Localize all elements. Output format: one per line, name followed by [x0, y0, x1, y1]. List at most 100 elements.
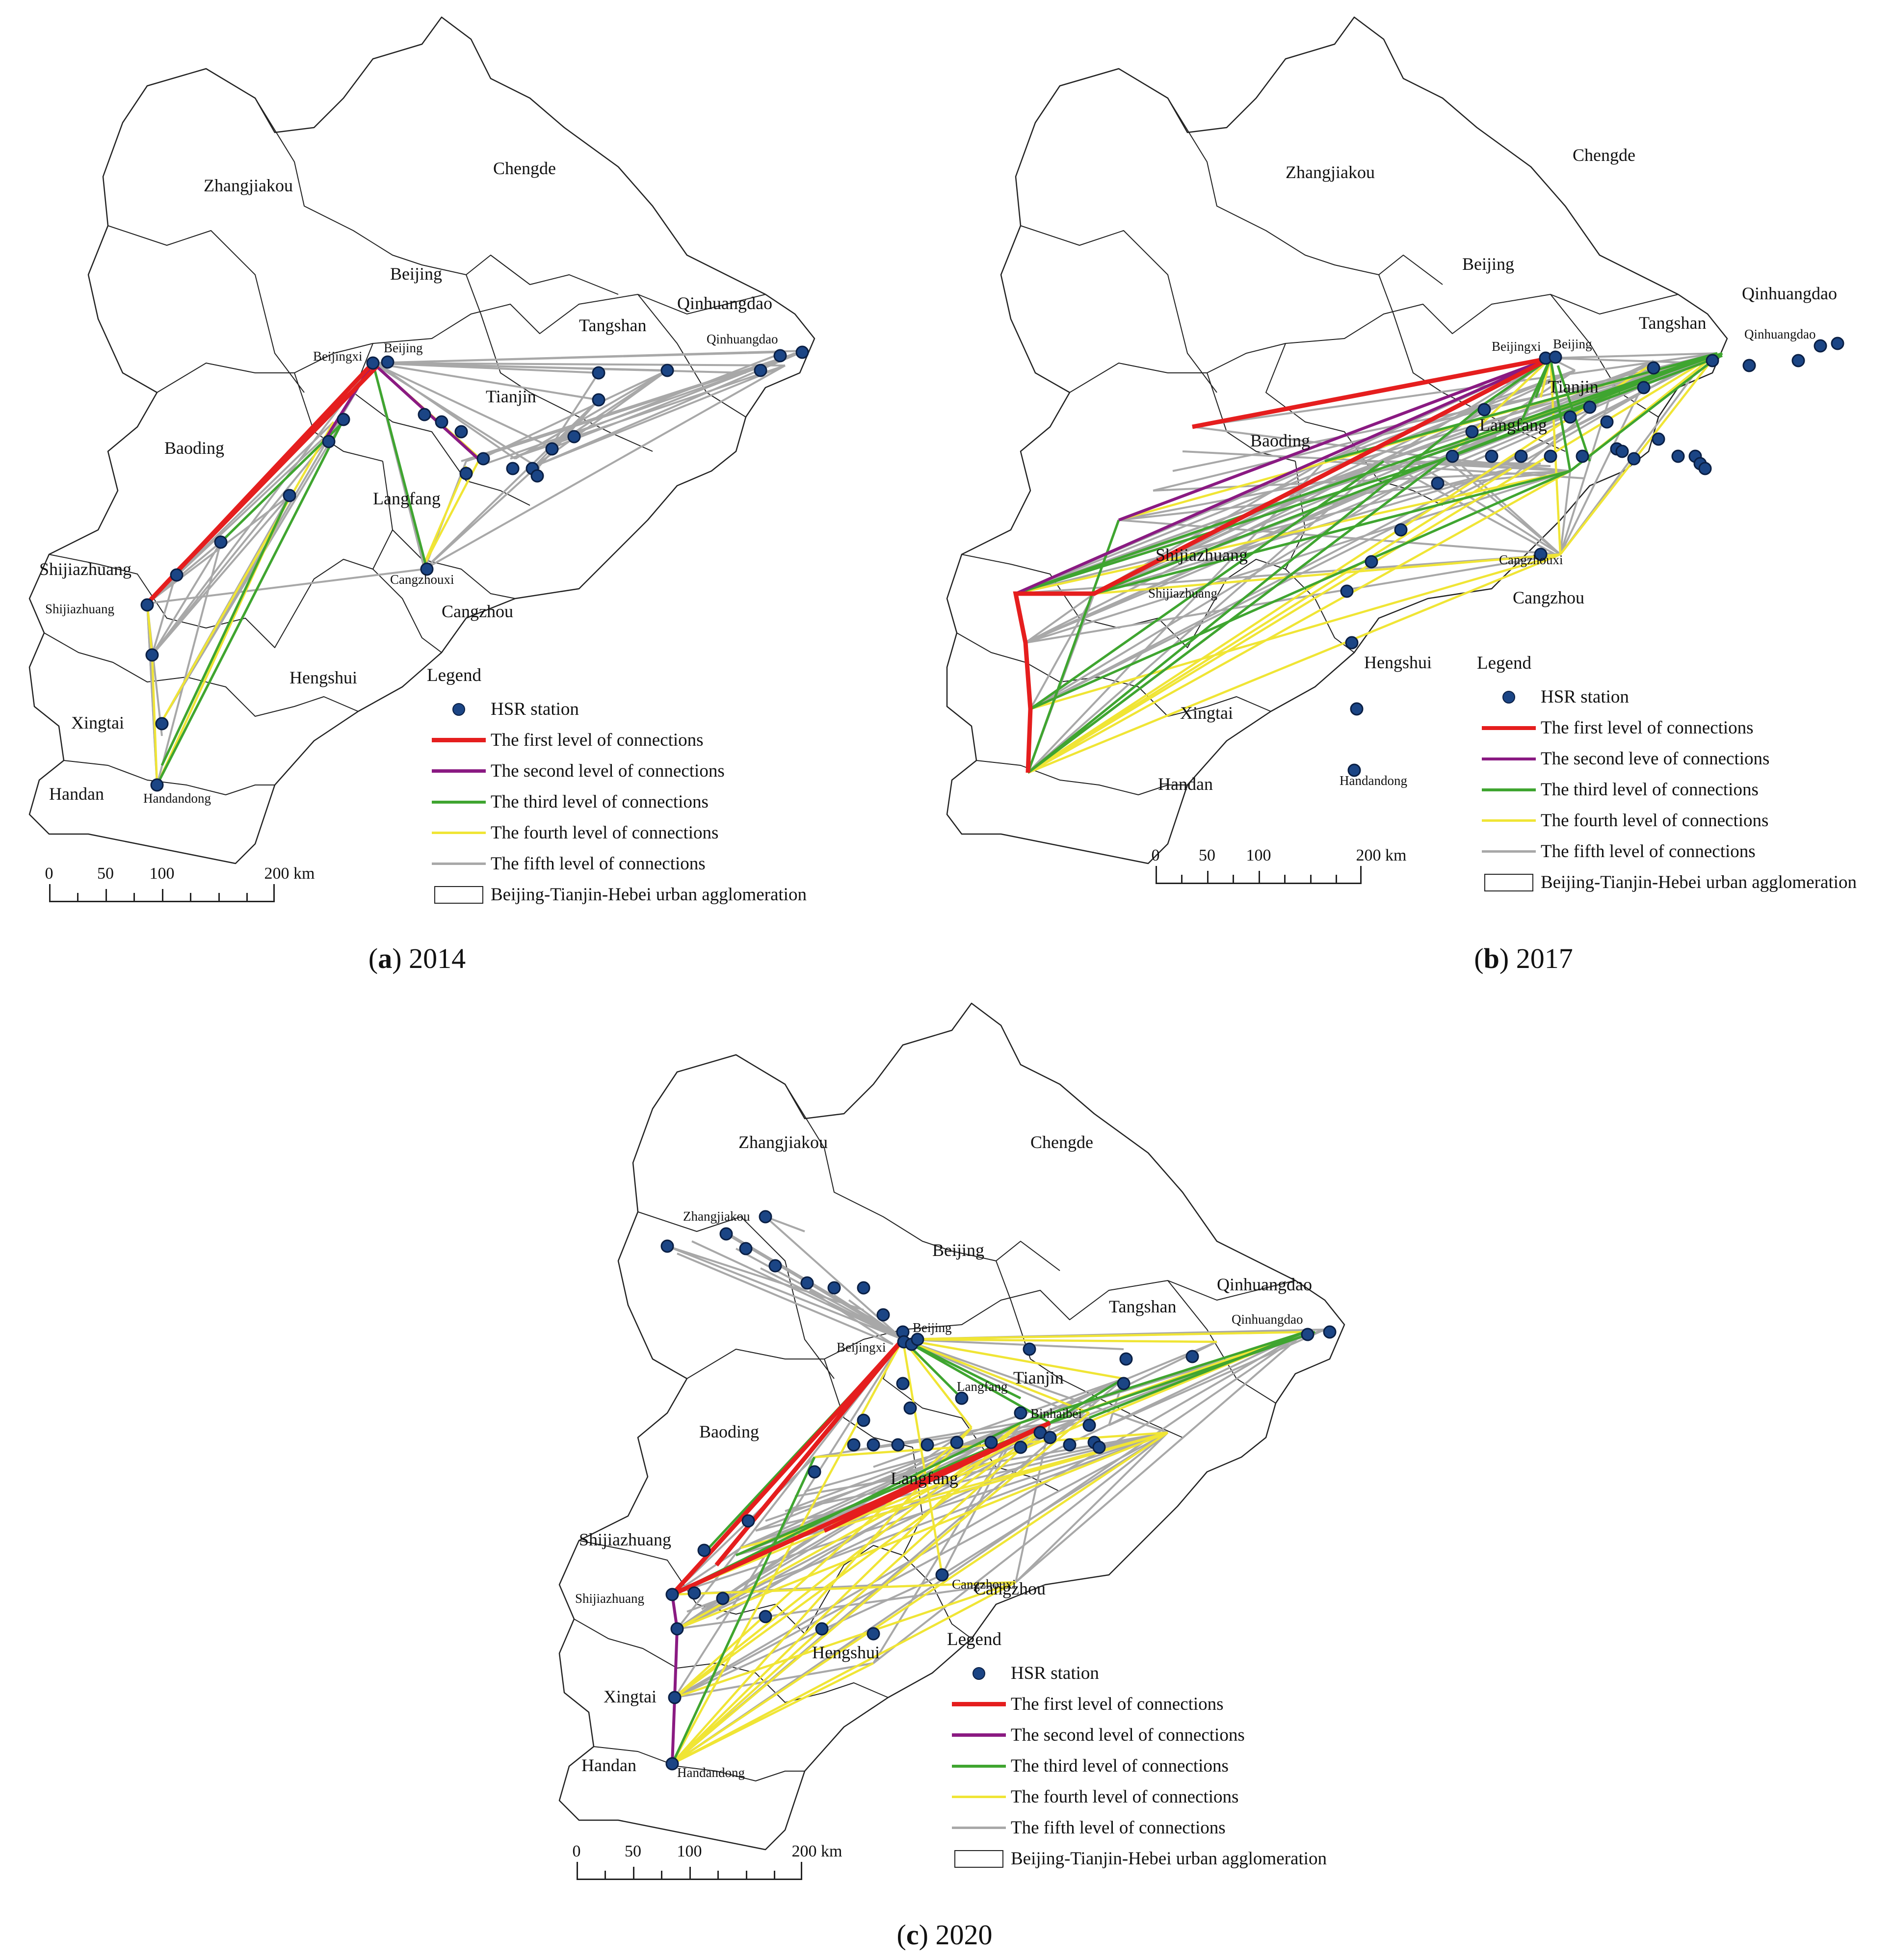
- station: [1563, 410, 1577, 424]
- region-label-shijiazhuang: Shijiazhuang: [579, 1530, 671, 1549]
- station-label-qinhuangdao: Qinhuangdao: [1232, 1312, 1303, 1327]
- station: [857, 1413, 870, 1427]
- station-label-beijingxi: Beijingxi: [313, 349, 363, 364]
- station: [1394, 523, 1408, 537]
- legend-item-fifth: The fifth level of connections: [1477, 836, 1857, 867]
- region-label-hengshui: Hengshui: [289, 668, 357, 687]
- gray-line-icon: [1482, 850, 1536, 853]
- station: [739, 1242, 753, 1255]
- station: [815, 1622, 829, 1636]
- legend-2017: Legend HSR station The first level of co…: [1477, 653, 1857, 898]
- region-label-qinhuangdao: Qinhuangdao: [677, 293, 772, 313]
- station: [1431, 476, 1445, 490]
- legend-2014: Legend HSR station The first level of co…: [427, 665, 807, 910]
- gray-line-icon: [432, 862, 486, 865]
- station: [1514, 449, 1528, 463]
- station: [857, 1281, 870, 1295]
- region-label-handan: Handan: [49, 784, 104, 804]
- region-label-cangzhou: Cangzhou: [1513, 588, 1584, 607]
- station: [697, 1543, 711, 1557]
- station-shijiazhuang: [140, 598, 154, 612]
- yellow-line-icon: [432, 832, 486, 834]
- station: [545, 442, 559, 456]
- station: [800, 1276, 814, 1290]
- station-label-beijing: Beijing: [384, 340, 423, 355]
- yellow-line-icon: [952, 1796, 1006, 1798]
- station: [283, 489, 296, 502]
- region-label-zhangjiakou: Zhangjiakou: [1286, 162, 1375, 182]
- region-label-zhangjiakou: Zhangjiakou: [738, 1132, 828, 1152]
- region-box-icon: [954, 1850, 1003, 1868]
- station: [1742, 359, 1756, 372]
- first-level-lines: [670, 1337, 1051, 1597]
- region-label-baoding: Baoding: [699, 1422, 759, 1441]
- legend-item-fourth: The fourth level of connections: [427, 817, 807, 848]
- region-label-langfang: Langfang: [373, 489, 441, 508]
- region-label-beijing: Beijing: [1462, 254, 1514, 274]
- hsr-stations-2014: [140, 345, 809, 792]
- station-cangzhouxi: [420, 562, 434, 576]
- region-labels-2014: Zhangjiakou Chengde Beijing Tangshan Qin…: [39, 158, 772, 804]
- map-panel-2017: Zhangjiakou Chengde Beijing Tangshan Qin…: [946, 0, 1889, 981]
- station-beijing: [381, 355, 394, 369]
- station-label-beijing: Beijing: [1553, 337, 1592, 351]
- legend-item-fourth: The fourth level of connections: [947, 1781, 1327, 1812]
- station-qinhuangdao: [1301, 1328, 1315, 1341]
- region-label-langfang: Langfang: [1479, 415, 1547, 435]
- station: [1014, 1406, 1027, 1420]
- station: [1117, 1377, 1131, 1390]
- station: [1023, 1342, 1036, 1356]
- legend-item-region: Beijing-Tianjin-Hebei urban agglomeratio…: [427, 879, 807, 910]
- station: [1615, 444, 1629, 458]
- caption-2014: (a) 2014: [368, 942, 466, 974]
- region-label-hengshui: Hengshui: [1364, 653, 1432, 672]
- station: [1365, 555, 1378, 569]
- region-labels-2017: Zhangjiakou Chengde Beijing Tangshan Qin…: [1156, 145, 1837, 794]
- region-label-beijing: Beijing: [932, 1240, 984, 1260]
- station-label-handandong: Handandong: [143, 791, 211, 806]
- connections-2014: [145, 350, 805, 786]
- station: [827, 1281, 841, 1295]
- station: [1345, 636, 1359, 650]
- station: [920, 1438, 934, 1452]
- station: [1477, 403, 1491, 417]
- station: [1063, 1438, 1077, 1452]
- green-line-icon: [1482, 788, 1536, 791]
- region-label-baoding: Baoding: [164, 438, 224, 458]
- station: [867, 1627, 880, 1641]
- scale-bar-2014: 0 50 100 200 km: [45, 864, 315, 902]
- station: [891, 1438, 905, 1452]
- station: [454, 425, 468, 439]
- station: [1544, 449, 1557, 463]
- caption-2017: (b) 2017: [1474, 942, 1573, 974]
- station: [1119, 1352, 1133, 1366]
- station: [1185, 1350, 1199, 1363]
- legend-item-second: The second level of connections: [427, 756, 807, 786]
- region-label-hengshui: Hengshui: [812, 1643, 880, 1662]
- region-label-chengde: Chengde: [1030, 1132, 1093, 1152]
- station: [896, 1377, 910, 1390]
- station: [435, 415, 448, 429]
- station: [716, 1592, 730, 1605]
- station-handandong: [150, 778, 164, 792]
- station: [950, 1436, 964, 1449]
- map-panel-2020: Zhangjiakou Chengde Beijing Tangshan Qin…: [530, 986, 1462, 1960]
- station: [955, 1391, 969, 1405]
- station: [1671, 449, 1685, 463]
- station: [1092, 1440, 1106, 1454]
- station: [322, 435, 336, 448]
- first-level-lines: [145, 361, 380, 605]
- station: [741, 1514, 755, 1528]
- station-label-beijing: Beijing: [913, 1320, 952, 1335]
- station: [1465, 425, 1479, 439]
- station: [984, 1436, 998, 1449]
- purple-line-icon: [1482, 757, 1536, 760]
- region-label-langfang: Langfang: [891, 1468, 958, 1488]
- station-beijingxi: [366, 356, 380, 370]
- region-label-tianjin: Tianjin: [1013, 1368, 1064, 1387]
- legend-title: Legend: [427, 665, 481, 685]
- station: [155, 717, 169, 731]
- hsr-stations-2020: [660, 1210, 1337, 1771]
- legend-item-station: HSR station: [947, 1658, 1327, 1689]
- station: [1485, 449, 1499, 463]
